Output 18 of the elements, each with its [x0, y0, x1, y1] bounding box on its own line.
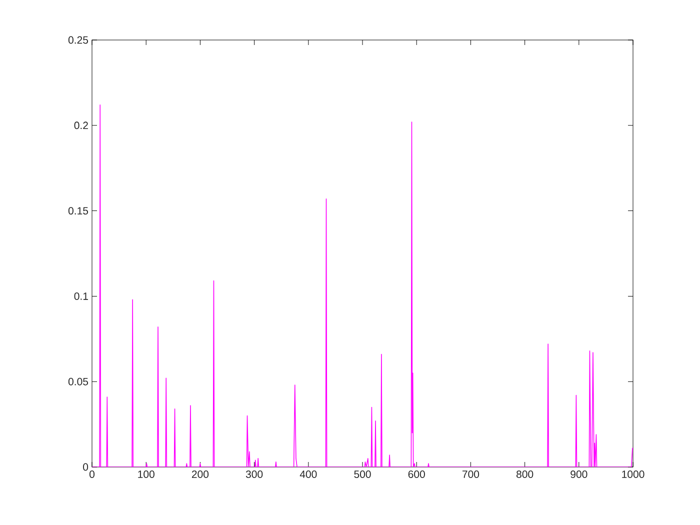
x-tick-label: 100: [138, 470, 154, 478]
x-tick-label: 1000: [622, 470, 644, 478]
x-tick-label: 800: [516, 470, 534, 478]
x-tick-label: 500: [354, 470, 371, 478]
x-tick-label: 700: [462, 470, 480, 478]
x-tick-label: 600: [408, 470, 425, 478]
y-tick-label: 0.2: [74, 122, 88, 130]
x-tick-label: 900: [570, 470, 588, 478]
y-tick-label: 0.1: [74, 292, 88, 300]
x-tick-label: 400: [300, 470, 317, 478]
line-series: [92, 104, 634, 467]
x-tick-label: 300: [246, 470, 263, 478]
y-tick-label: 0: [83, 463, 88, 471]
y-tick-label: 0.25: [68, 36, 88, 44]
x-tick-label: 0: [89, 470, 95, 478]
y-tick-label: 0.05: [68, 378, 88, 386]
y-tick-label: 0.15: [68, 207, 88, 215]
x-tick-label: 200: [192, 470, 209, 478]
